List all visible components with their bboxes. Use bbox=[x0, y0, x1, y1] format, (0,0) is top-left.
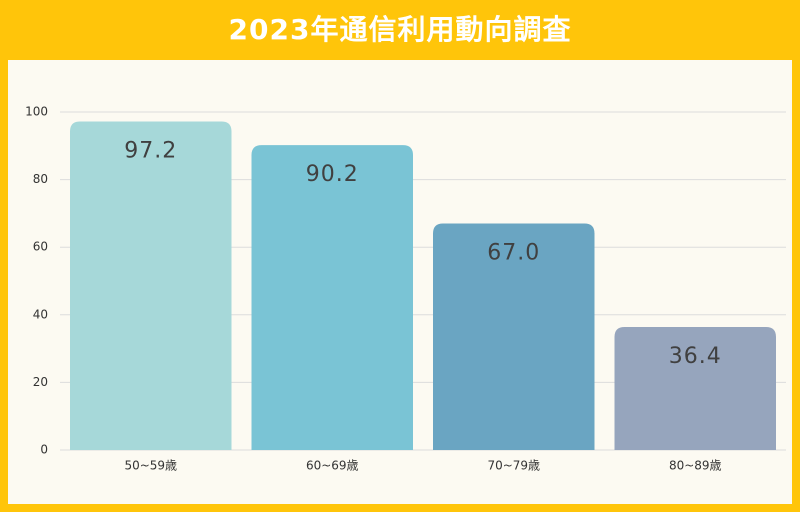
x-tick-label: 50~59歳 bbox=[124, 459, 177, 473]
value-label: 67.0 bbox=[487, 241, 540, 266]
bar bbox=[433, 223, 595, 450]
x-tick-label: 60~69歳 bbox=[306, 459, 359, 473]
y-tick-label: 0 bbox=[40, 443, 48, 457]
value-label: 90.2 bbox=[306, 162, 359, 187]
y-tick-label: 20 bbox=[33, 375, 48, 389]
x-tick-label: 70~79歳 bbox=[487, 459, 540, 473]
y-tick-label: 100 bbox=[25, 105, 48, 119]
bar bbox=[70, 121, 232, 451]
x-tick-label: 80~89歳 bbox=[669, 459, 722, 473]
y-tick-label: 80 bbox=[33, 172, 48, 186]
bar bbox=[251, 145, 413, 450]
y-tick-label: 60 bbox=[33, 240, 48, 254]
bar bbox=[614, 326, 776, 450]
y-tick-label: 40 bbox=[33, 307, 48, 321]
value-label: 36.4 bbox=[669, 344, 722, 369]
value-label: 97.2 bbox=[124, 138, 177, 163]
chart-title: 2023年通信利用動向調査 bbox=[229, 13, 572, 46]
